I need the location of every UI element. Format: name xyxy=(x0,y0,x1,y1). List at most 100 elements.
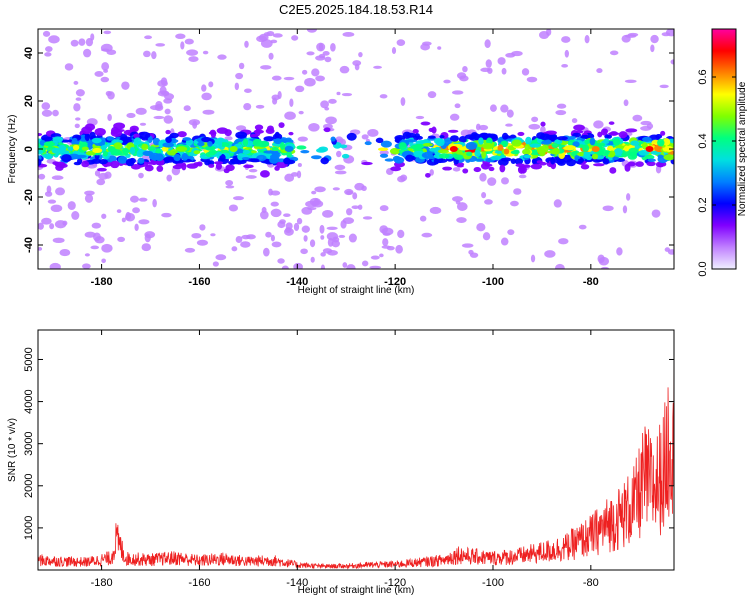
spectrogram-cell xyxy=(138,219,150,225)
spectrogram-cell xyxy=(318,146,329,153)
spectrogram-cell xyxy=(422,41,432,46)
spectrogram-cell xyxy=(242,149,250,155)
spectrogram-cell xyxy=(188,56,199,62)
spectrogram-cell xyxy=(326,226,338,230)
spectrogram-cell xyxy=(107,113,112,122)
spectrogram-cell xyxy=(358,52,363,58)
spectrogram-x-tick-label: -100 xyxy=(482,276,504,288)
spectrogram-cell xyxy=(597,131,603,138)
spectrogram-cell xyxy=(231,246,238,252)
spectrogram-cell xyxy=(612,156,620,161)
spectrogram-cell xyxy=(395,244,403,254)
spectrogram-cell xyxy=(126,112,136,119)
spectrogram-cell xyxy=(271,94,280,101)
spectrogram-cell xyxy=(52,136,63,143)
spectrogram-cell xyxy=(461,243,474,248)
spectrogram-cell xyxy=(201,136,212,143)
spectrogram-cell xyxy=(554,263,565,269)
spectrogram-cell xyxy=(614,148,623,156)
spectrogram-cell xyxy=(38,132,43,137)
spectrogram-cell xyxy=(395,136,402,142)
spectrogram-cell xyxy=(482,232,491,241)
spectrogram-cell xyxy=(413,146,419,153)
spectrogram-cell xyxy=(161,212,172,218)
spectrogram-cell xyxy=(311,190,317,195)
spectrogram-cell xyxy=(132,207,140,214)
spectrogram-cell xyxy=(370,255,380,260)
spectrogram-cell xyxy=(322,51,330,56)
spectrogram-cell xyxy=(44,154,53,159)
snr-y-tick-label: 3000 xyxy=(23,431,35,455)
spectrogram-cell xyxy=(75,154,87,159)
spectrogram-cell xyxy=(419,215,427,222)
spectrogram-cell xyxy=(405,154,414,162)
spectrogram-cell xyxy=(319,224,325,234)
spectrogram-x-tick-label: -160 xyxy=(188,276,210,288)
spectrogram-cell xyxy=(657,138,665,147)
spectrogram-cell xyxy=(616,247,623,256)
spectrogram-cell xyxy=(488,166,495,172)
spectrogram-cell xyxy=(475,123,481,131)
spectrogram-cell xyxy=(429,206,442,215)
spectrogram-cell xyxy=(442,166,453,171)
spectrogram-cell xyxy=(645,154,655,160)
spectrogram-cell xyxy=(90,33,95,41)
spectrogram-cell xyxy=(201,84,207,92)
spectrogram-cell xyxy=(71,211,80,220)
spectrogram-cell xyxy=(511,139,522,147)
spectrogram-cell xyxy=(234,82,240,91)
spectrogram-cell xyxy=(361,134,369,140)
snr-y-axis-title: SNR (10 * v/v) xyxy=(7,418,18,482)
spectrogram-cell xyxy=(369,265,382,269)
spectrogram-cell xyxy=(489,104,497,112)
spectrogram-cell xyxy=(389,147,401,155)
spectrogram-cell xyxy=(352,192,358,200)
spectrogram-cell xyxy=(134,223,139,232)
spectrogram-cell xyxy=(197,141,205,147)
spectrogram-cell xyxy=(606,134,612,139)
spectrogram-cell xyxy=(263,150,275,154)
spectrogram-cell xyxy=(59,248,71,257)
snr-x-axis-title: Height of straight line (km) xyxy=(298,585,415,596)
spectrogram-cell xyxy=(499,164,506,173)
spectrogram-cell xyxy=(133,133,140,139)
colorbar-tick-label: 0.0 xyxy=(697,261,709,276)
spectrogram-cell xyxy=(536,147,546,154)
spectrogram-cell xyxy=(397,229,405,239)
spectrogram-cell xyxy=(181,155,191,160)
spectrogram-cell xyxy=(254,124,264,131)
spectrogram-cell xyxy=(505,52,516,58)
spectrogram-cell xyxy=(209,129,216,136)
spectrogram-cell xyxy=(116,209,122,214)
spectrogram-cell xyxy=(315,75,325,82)
spectrogram-cell xyxy=(427,135,436,139)
spectrogram-cell xyxy=(125,158,135,167)
spectrogram-cell xyxy=(346,208,353,216)
spectrogram-cell xyxy=(670,59,674,65)
snr-x-tick-label: -100 xyxy=(482,577,504,589)
spectrogram-cell xyxy=(438,153,450,159)
spectrogram-cell xyxy=(155,43,166,47)
spectrogram-cell xyxy=(188,119,201,126)
spectrogram-cell xyxy=(94,128,106,136)
spectrogram-cell xyxy=(589,137,596,146)
spectrogram-cell xyxy=(332,187,340,191)
spectrogram-cell xyxy=(297,162,302,168)
spectrogram-cell xyxy=(607,145,614,152)
spectrogram-cell xyxy=(251,150,257,154)
spectrogram-cell xyxy=(515,163,525,167)
spectrogram-cell xyxy=(263,32,271,37)
spectrogram-cell xyxy=(235,72,244,80)
spectrogram-cell xyxy=(561,63,569,68)
spectrogram-cell xyxy=(94,70,104,77)
spectrogram-cell xyxy=(612,138,621,146)
spectrogram-cell xyxy=(259,210,269,220)
spectrogram-panel: -180 -160 -140 -120 -100 -80 -40 -20 0 20 40 Heig… xyxy=(7,28,675,296)
spectrogram-cell xyxy=(270,234,275,242)
spectrogram-cell xyxy=(286,150,292,158)
spectrogram-cell xyxy=(476,158,484,162)
spectrogram-y-tick-label: -20 xyxy=(23,189,35,205)
spectrogram-cell xyxy=(98,158,108,165)
spectrogram-cell xyxy=(500,104,509,113)
spectrogram-cell xyxy=(555,109,567,116)
